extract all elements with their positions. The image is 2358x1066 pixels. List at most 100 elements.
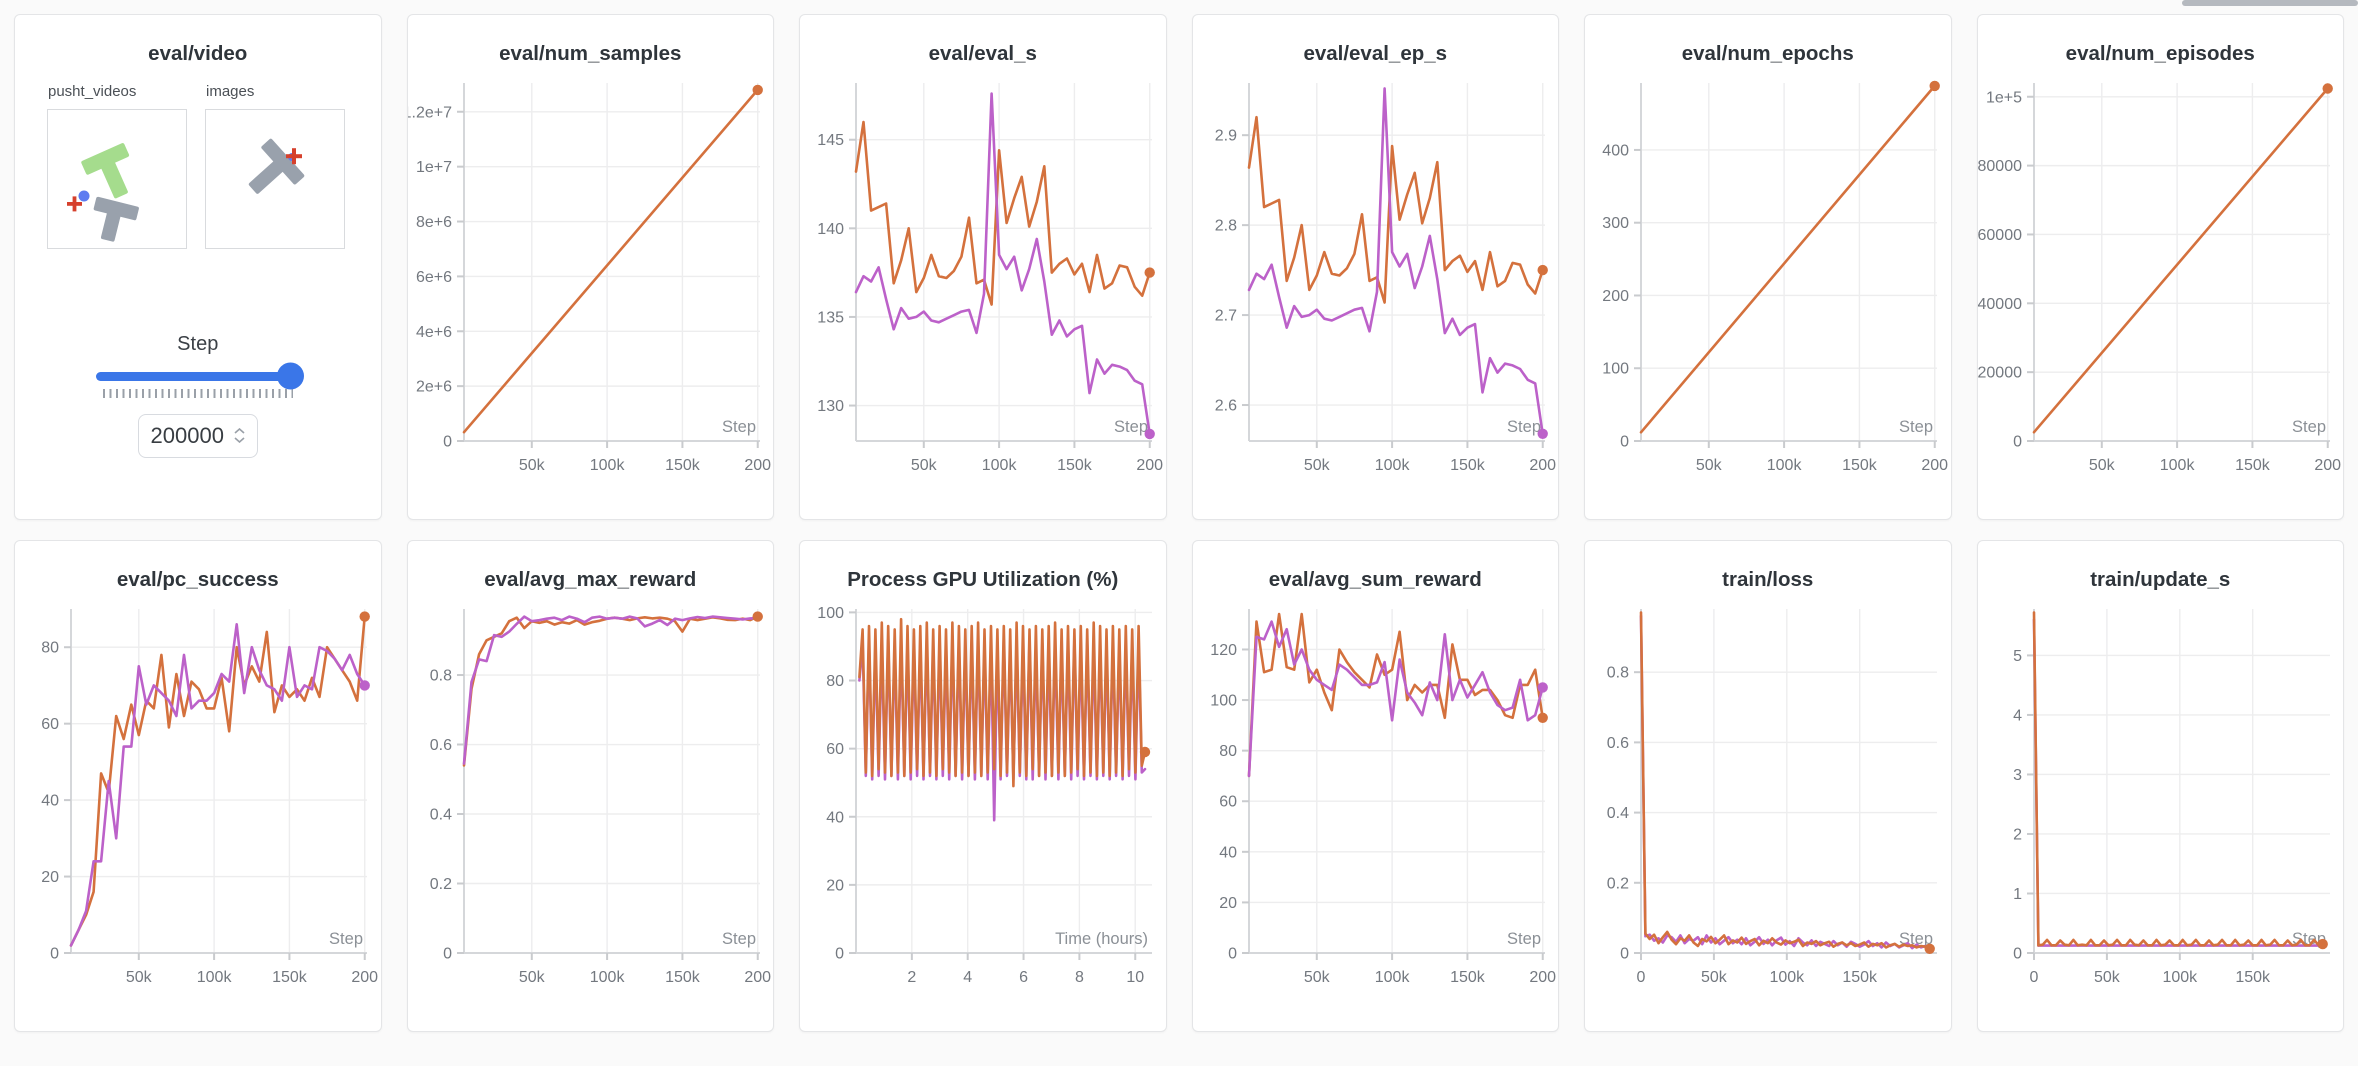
x-tick-label: 100k [589, 457, 625, 474]
y-tick-label: 20 [41, 869, 59, 886]
y-tick-label: 1e+7 [415, 159, 451, 176]
series-end-dot-run-purple[interactable] [1537, 428, 1548, 439]
series-line-run-orange[interactable] [858, 617, 1147, 788]
x-tick-label: 50k [518, 457, 545, 474]
y-tick-label: 4e+6 [415, 323, 451, 340]
series-line-run-orange[interactable] [462, 88, 759, 434]
series-line-run-orange[interactable] [69, 614, 367, 947]
images-scene [248, 138, 305, 194]
media-caption: pusht_videos [48, 82, 137, 100]
series-end-dot-run-orange[interactable] [1537, 712, 1548, 723]
y-tick-label: 2e+6 [415, 378, 451, 395]
chart-canvas-eval-num-epochs[interactable]: 50k 100k 150k 200 0 100 200 300 400 Step [1585, 71, 1951, 491]
spinner-down-icon[interactable] [234, 437, 245, 444]
y-tick-label: 60 [826, 741, 844, 758]
x-tick-label: 100k [197, 969, 233, 986]
chart-canvas-eval-num-samples[interactable]: 50k 100k 150k 200 0 2e+6 4e+6 6e+6 8e+6 1e+7 1.2e+… [407, 71, 774, 491]
series-line-run-purple[interactable] [2032, 618, 2324, 947]
y-tick-label: 130 [817, 398, 844, 415]
y-tick-label: 2.6 [1214, 397, 1236, 414]
series-end-dot-run-orange[interactable] [1139, 746, 1151, 757]
y-tick-label: 0 [1228, 945, 1237, 962]
y-tick-label: 40 [826, 809, 844, 826]
x-axis-label: Step [1507, 418, 1541, 436]
slider-thumb[interactable] [276, 362, 304, 390]
series-line-run-orange[interactable] [1639, 610, 1932, 950]
series-end-dot-run-purple[interactable] [1144, 428, 1155, 439]
series-line-run-purple[interactable] [1639, 614, 1932, 951]
series-end-dot-run-orange[interactable] [1929, 80, 1940, 91]
x-axis-label: Time (hours) [1055, 930, 1148, 948]
series-line-run-purple[interactable] [1247, 619, 1544, 777]
series-line-run-orange[interactable] [462, 614, 759, 767]
series-line-run-orange[interactable] [1247, 612, 1544, 777]
chart-canvas-eval-avg-sum-reward[interactable]: 50k 100k 150k 200 0 20 40 60 80 100 120 Step [1193, 597, 1559, 1003]
scrollbar-horizontal[interactable] [2182, 0, 2358, 6]
series-line-run-orange[interactable] [2032, 610, 2324, 947]
series-end-dot-run-purple[interactable] [359, 679, 370, 691]
stepper-arrows[interactable] [234, 428, 245, 444]
media-caption: images [206, 82, 255, 100]
series-end-dot-run-orange[interactable] [1924, 943, 1935, 954]
series-end-dot-run-orange[interactable] [752, 84, 763, 95]
x-tick-label: 100k [982, 457, 1018, 474]
series-line-run-orange[interactable] [2032, 86, 2329, 434]
series-end-dot-run-orange[interactable] [1144, 267, 1155, 278]
media-row: pusht_videos [15, 83, 381, 249]
spinner-up-icon[interactable] [234, 428, 245, 434]
x-tick-label: 0 [2029, 969, 2038, 986]
y-tick-label: 1.2e+7 [408, 104, 452, 121]
y-tick-label: 120 [1210, 642, 1237, 659]
chart-canvas-eval-num-episodes[interactable]: 50k 100k 150k 200 0 20000 40000 60000 80000 1e+5 S… [1977, 71, 2344, 491]
video-thumb-pusht-videos[interactable]: pusht_videos [47, 83, 187, 249]
series-line-run-orange[interactable] [854, 120, 1152, 306]
series-end-dot-run-purple[interactable] [1537, 681, 1548, 693]
series-line-run-purple[interactable] [462, 614, 759, 765]
step-input[interactable]: 200000 [137, 413, 258, 458]
pusht-scene [67, 142, 139, 242]
video-thumb-images[interactable]: images [205, 83, 345, 249]
x-tick-label: 150k [2235, 969, 2271, 986]
series-end-dot-run-orange[interactable] [2322, 82, 2333, 94]
chart-title: eval/num_samples [499, 42, 682, 65]
x-tick-label: 50k [518, 969, 545, 986]
series-line-run-purple[interactable] [854, 91, 1152, 435]
panel-eval-num-samples: eval/num_samples 50k 100k 150k 200 0 2e+6 4e+6… [406, 14, 774, 520]
step-slider-label: Step [177, 332, 219, 355]
y-tick-label: 40 [1219, 844, 1237, 861]
y-tick-label: 3 [2013, 767, 2022, 784]
y-tick-label: 100 [1210, 692, 1237, 709]
chart-canvas-eval-eval-s[interactable]: 50k 100k 150k 200 130 135 140 145 Step [800, 71, 1166, 491]
x-axis-label: Step [1507, 930, 1541, 948]
chart-canvas-eval-eval-ep-s[interactable]: 50k 100k 150k 200 2.6 2.7 2.8 2.9 Step [1193, 71, 1559, 491]
slider-track[interactable] [95, 371, 300, 381]
series-line-run-orange[interactable] [1247, 115, 1544, 304]
step-value[interactable]: 200000 [150, 422, 224, 448]
series-line-run-orange[interactable] [1639, 84, 1937, 434]
x-tick-label: 200 [2314, 457, 2341, 474]
chart-canvas-eval-pc-success[interactable]: 50k 100k 150k 200 0 20 40 60 80 Step [15, 597, 381, 1003]
x-axis-label: Step [1114, 418, 1148, 436]
series-line-run-purple[interactable] [1247, 86, 1544, 435]
step-slider[interactable] [95, 362, 304, 390]
x-axis-label: Step [1899, 418, 1933, 436]
pusht-video-frame[interactable] [47, 108, 187, 249]
y-tick-label: 0.8 [429, 667, 451, 684]
x-tick-label: 50k [1701, 969, 1728, 986]
y-tick-label: 60 [1219, 793, 1237, 810]
series-end-dot-run-orange[interactable] [359, 611, 370, 622]
y-tick-label: 100 [817, 605, 844, 622]
images-frame[interactable] [205, 108, 345, 249]
panel-train-update-s: train/update_s 0 50k 100k 150k 0 1 2 3 4 5 Step [1976, 540, 2344, 1032]
series-end-dot-run-orange[interactable] [752, 611, 763, 622]
series-end-dot-run-orange[interactable] [1537, 264, 1548, 275]
x-tick-label: 100k [2162, 969, 2198, 986]
y-tick-label: 0.4 [1607, 805, 1629, 822]
chart-canvas-eval-avg-max-reward[interactable]: 50k 100k 150k 200 0 0.2 0.4 0.6 0.8 Step [408, 597, 774, 1003]
series-line-run-purple[interactable] [69, 622, 367, 947]
series-end-dot-run-orange[interactable] [2317, 938, 2328, 949]
